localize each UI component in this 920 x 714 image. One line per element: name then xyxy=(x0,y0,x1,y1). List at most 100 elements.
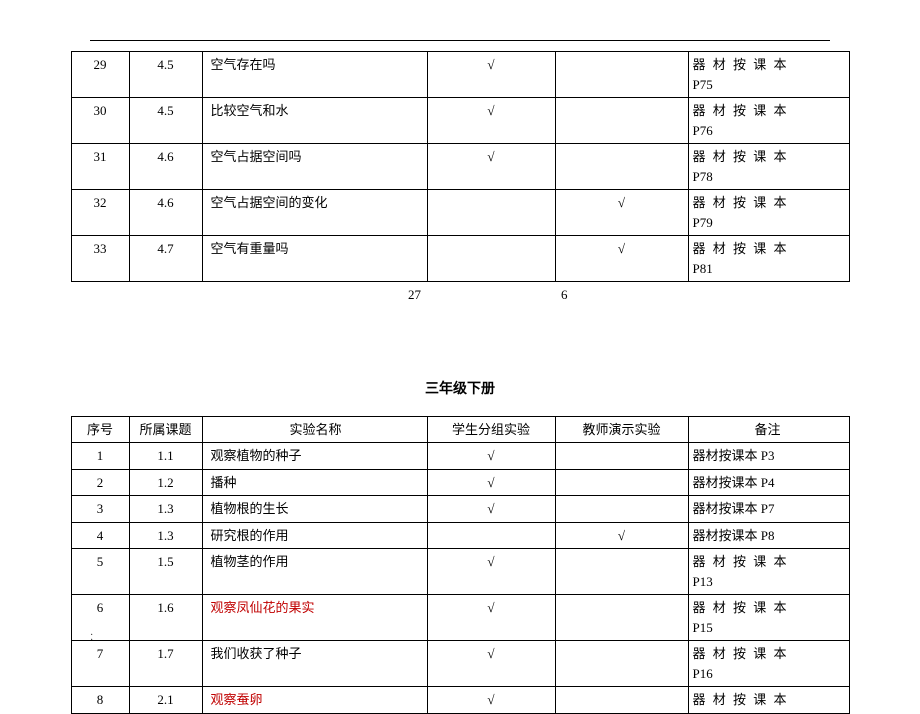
cell-note: 器材按课本 P3 xyxy=(688,443,849,470)
cell-note: 器 材 按 课 本 xyxy=(688,687,849,714)
cell-note: 器 材 按 课 本P16 xyxy=(688,641,849,687)
cell-note: 器 材 按 课 本P76 xyxy=(688,98,849,144)
cell-idx: 1 xyxy=(71,443,129,470)
cell-note: 器材按课本 P8 xyxy=(688,522,849,549)
cell-note: 器 材 按 课 本P79 xyxy=(688,190,849,236)
col-idx: 序号 xyxy=(71,416,129,443)
cell-idx: 32 xyxy=(71,190,129,236)
cell-idx: 30 xyxy=(71,98,129,144)
cell-note: 器 材 按 课 本P81 xyxy=(688,236,849,282)
table-row: 41.3研究根的作用 √器材按课本 P8 xyxy=(71,522,849,549)
table2-header-row: 序号 所属课题 实验名称 学生分组实验 教师演示实验 备注 xyxy=(71,416,849,443)
col-tch: 教师演示实验 xyxy=(555,416,688,443)
cell-name: 植物根的生长 xyxy=(202,496,427,523)
cell-idx: 7 xyxy=(71,641,129,687)
cell-note: 器 材 按 课 本P13 xyxy=(688,549,849,595)
cell-name: 比较空气和水 xyxy=(202,98,427,144)
table-2: 序号 所属课题 实验名称 学生分组实验 教师演示实验 备注 11.1观察植物的种… xyxy=(71,416,850,714)
cell-tch xyxy=(555,52,688,98)
table-row: 304.5比较空气和水√ 器 材 按 课 本P76 xyxy=(71,98,849,144)
table-row: 324.6空气占据空间的变化√器 材 按 课 本P79 xyxy=(71,190,849,236)
cell-tch xyxy=(555,595,688,641)
cell-tch xyxy=(555,98,688,144)
cell-name: 空气占据空间吗 xyxy=(202,144,427,190)
cell-chap: 1.2 xyxy=(129,469,202,496)
cell-stu: √ xyxy=(427,52,555,98)
cell-chap: 1.1 xyxy=(129,443,202,470)
cell-name: 植物茎的作用 xyxy=(202,549,427,595)
cell-note: 器 材 按 课 本P75 xyxy=(688,52,849,98)
table-row: 31.3植物根的生长√器材按课本 P7 xyxy=(71,496,849,523)
cell-tch xyxy=(555,443,688,470)
cell-tch xyxy=(555,144,688,190)
cell-tch xyxy=(555,549,688,595)
cell-name: 空气有重量吗 xyxy=(202,236,427,282)
cell-note: 器材按课本 P7 xyxy=(688,496,849,523)
cell-idx: 29 xyxy=(71,52,129,98)
cell-tch xyxy=(555,687,688,714)
cell-note: 器材按课本 P4 xyxy=(688,469,849,496)
cell-chap: 2.1 xyxy=(129,687,202,714)
cell-idx: 3 xyxy=(71,496,129,523)
section-title: 三年级下册 xyxy=(0,378,920,398)
table-row: 294.5空气存在吗√ 器 材 按 课 本P75 xyxy=(71,52,849,98)
cell-idx: 31 xyxy=(71,144,129,190)
cell-stu: √ xyxy=(427,144,555,190)
col-name: 实验名称 xyxy=(202,416,427,443)
sum-row: 276 xyxy=(71,282,849,308)
table-row: 61.6观察凤仙花的果实√ 器 材 按 课 本P15 xyxy=(71,595,849,641)
cell-idx: 2 xyxy=(71,469,129,496)
col-note: 备注 xyxy=(688,416,849,443)
cell-stu: √ xyxy=(427,469,555,496)
cell-chap: 4.5 xyxy=(129,98,202,144)
cell-idx: 4 xyxy=(71,522,129,549)
table-row: 51.5植物茎的作用√ 器 材 按 课 本P13 xyxy=(71,549,849,595)
cell-stu: √ xyxy=(427,687,555,714)
cell-name: 观察凤仙花的果实 xyxy=(202,595,427,641)
cell-name: 我们收获了种子 xyxy=(202,641,427,687)
cell-stu: √ xyxy=(427,443,555,470)
cell-chap: 1.6 xyxy=(129,595,202,641)
cell-stu: √ xyxy=(427,98,555,144)
page: 294.5空气存在吗√器 材 按 课 本P75304.5比较空气和水√器 材 按… xyxy=(0,0,920,651)
cell-note: 器 材 按 课 本P78 xyxy=(688,144,849,190)
cell-chap: 4.5 xyxy=(129,52,202,98)
cell-tch: √ xyxy=(555,522,688,549)
table-row: 21.2播种√器材按课本 P4 xyxy=(71,469,849,496)
cell-idx: 5 xyxy=(71,549,129,595)
table-row: 314.6空气占据空间吗√ 器 材 按 课 本P78 xyxy=(71,144,849,190)
table-row: 334.7空气有重量吗 √器 材 按 课 本P81 xyxy=(71,236,849,282)
table-row: 71.7我们收获了种子√ 器 材 按 课 本P16 xyxy=(71,641,849,687)
cell-name: 空气占据空间的变化 xyxy=(202,190,427,236)
cell-chap: 1.7 xyxy=(129,641,202,687)
col-chap: 所属课题 xyxy=(129,416,202,443)
cell-tch xyxy=(555,469,688,496)
cell-stu: √ xyxy=(427,595,555,641)
cell-chap: 1.3 xyxy=(129,496,202,523)
cell-tch xyxy=(555,641,688,687)
top-rule xyxy=(90,40,830,41)
cell-tch: √ xyxy=(555,236,688,282)
cell-name: 观察蚕卵 xyxy=(202,687,427,714)
cell-name: 观察植物的种子 xyxy=(202,443,427,470)
cell-name: 研究根的作用 xyxy=(202,522,427,549)
footer-marks: ·· xyxy=(90,633,93,643)
cell-idx: 33 xyxy=(71,236,129,282)
table-row: 11.1观察植物的种子√ 器材按课本 P3 xyxy=(71,443,849,470)
cell-tch: √ xyxy=(555,190,688,236)
cell-tch xyxy=(555,496,688,523)
cell-name: 空气存在吗 xyxy=(202,52,427,98)
cell-stu xyxy=(427,190,555,236)
cell-chap: 4.7 xyxy=(129,236,202,282)
cell-stu: √ xyxy=(427,549,555,595)
cell-stu xyxy=(427,522,555,549)
cell-idx: 8 xyxy=(71,687,129,714)
cell-chap: 1.3 xyxy=(129,522,202,549)
cell-note: 器 材 按 课 本P15 xyxy=(688,595,849,641)
table-1: 294.5空气存在吗√器 材 按 课 本P75304.5比较空气和水√器 材 按… xyxy=(71,51,850,308)
cell-idx: 6 xyxy=(71,595,129,641)
cell-chap: 4.6 xyxy=(129,144,202,190)
cell-chap: 1.5 xyxy=(129,549,202,595)
cell-stu xyxy=(427,236,555,282)
cell-stu: √ xyxy=(427,641,555,687)
